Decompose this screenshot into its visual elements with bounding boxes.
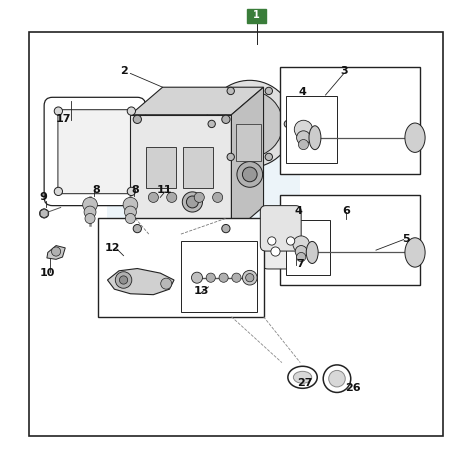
Ellipse shape <box>119 276 127 284</box>
Text: 8: 8 <box>92 185 100 196</box>
Ellipse shape <box>167 192 177 202</box>
Text: 26: 26 <box>345 383 361 393</box>
Polygon shape <box>108 269 174 295</box>
Text: 1: 1 <box>253 10 260 20</box>
Text: 13: 13 <box>194 286 209 297</box>
FancyBboxPatch shape <box>183 147 213 188</box>
Ellipse shape <box>284 120 292 128</box>
Ellipse shape <box>405 238 425 267</box>
Text: 10: 10 <box>40 268 56 278</box>
Ellipse shape <box>227 87 235 95</box>
Ellipse shape <box>243 270 257 285</box>
Ellipse shape <box>206 80 294 168</box>
Ellipse shape <box>125 206 136 218</box>
FancyBboxPatch shape <box>181 241 257 312</box>
FancyBboxPatch shape <box>261 206 301 251</box>
Ellipse shape <box>40 209 49 218</box>
Ellipse shape <box>323 365 351 392</box>
Ellipse shape <box>296 131 311 145</box>
Ellipse shape <box>306 241 318 263</box>
Text: 5: 5 <box>402 234 410 244</box>
FancyBboxPatch shape <box>29 32 443 436</box>
FancyBboxPatch shape <box>98 218 263 317</box>
Ellipse shape <box>83 197 97 212</box>
FancyBboxPatch shape <box>279 195 420 285</box>
Text: 9: 9 <box>39 192 47 202</box>
Text: 8: 8 <box>131 185 139 196</box>
Text: 4: 4 <box>299 87 306 97</box>
Ellipse shape <box>243 167 257 182</box>
Ellipse shape <box>85 213 95 224</box>
Polygon shape <box>231 87 263 234</box>
Ellipse shape <box>296 252 306 262</box>
Polygon shape <box>130 87 263 115</box>
Ellipse shape <box>222 224 230 233</box>
FancyBboxPatch shape <box>261 234 314 269</box>
Ellipse shape <box>288 366 317 388</box>
Ellipse shape <box>265 153 272 161</box>
Ellipse shape <box>186 196 198 208</box>
Ellipse shape <box>265 87 272 95</box>
Ellipse shape <box>298 140 309 150</box>
Ellipse shape <box>208 120 215 128</box>
Ellipse shape <box>123 197 138 212</box>
Text: 7: 7 <box>296 259 304 269</box>
Text: 11: 11 <box>157 185 173 196</box>
FancyBboxPatch shape <box>287 96 337 163</box>
Ellipse shape <box>54 187 62 196</box>
Ellipse shape <box>222 115 230 123</box>
FancyBboxPatch shape <box>236 124 261 161</box>
Ellipse shape <box>192 272 202 283</box>
Text: 27: 27 <box>297 378 312 388</box>
Text: 2: 2 <box>120 66 127 76</box>
Ellipse shape <box>133 115 142 123</box>
Ellipse shape <box>295 120 312 139</box>
Ellipse shape <box>268 237 276 245</box>
Ellipse shape <box>51 247 61 256</box>
Ellipse shape <box>297 247 306 256</box>
FancyBboxPatch shape <box>287 220 330 275</box>
Ellipse shape <box>194 192 204 202</box>
FancyBboxPatch shape <box>279 67 420 174</box>
Ellipse shape <box>161 278 172 289</box>
Ellipse shape <box>245 274 254 282</box>
Polygon shape <box>47 246 65 259</box>
Ellipse shape <box>115 272 132 288</box>
Text: 12: 12 <box>104 243 120 253</box>
Ellipse shape <box>227 153 235 161</box>
Text: 3: 3 <box>340 66 348 76</box>
Ellipse shape <box>271 247 280 256</box>
Text: 17: 17 <box>56 114 72 124</box>
Ellipse shape <box>232 273 241 282</box>
Ellipse shape <box>127 187 135 196</box>
Ellipse shape <box>182 192 202 212</box>
Ellipse shape <box>309 126 321 150</box>
Polygon shape <box>130 115 231 234</box>
FancyBboxPatch shape <box>146 147 177 188</box>
FancyBboxPatch shape <box>44 97 145 206</box>
Ellipse shape <box>148 192 159 202</box>
Polygon shape <box>40 209 48 218</box>
Ellipse shape <box>287 237 295 245</box>
Ellipse shape <box>126 213 135 224</box>
Ellipse shape <box>84 206 96 218</box>
Ellipse shape <box>212 192 223 202</box>
Ellipse shape <box>405 123 425 152</box>
Ellipse shape <box>294 371 312 383</box>
Ellipse shape <box>54 107 62 115</box>
Ellipse shape <box>219 273 228 282</box>
Text: 4: 4 <box>294 206 302 216</box>
Ellipse shape <box>217 91 283 157</box>
Ellipse shape <box>329 370 345 387</box>
Text: 6: 6 <box>342 206 350 216</box>
FancyBboxPatch shape <box>58 110 132 194</box>
Ellipse shape <box>133 224 142 233</box>
Ellipse shape <box>295 246 307 257</box>
FancyBboxPatch shape <box>247 9 266 23</box>
Ellipse shape <box>237 162 262 187</box>
FancyBboxPatch shape <box>108 110 300 239</box>
Ellipse shape <box>127 107 135 115</box>
Ellipse shape <box>293 236 310 252</box>
Ellipse shape <box>206 273 215 282</box>
